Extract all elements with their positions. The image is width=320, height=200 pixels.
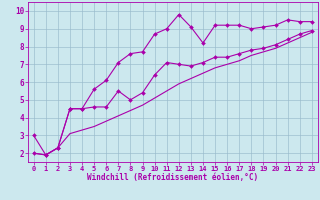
X-axis label: Windchill (Refroidissement éolien,°C): Windchill (Refroidissement éolien,°C) (87, 173, 258, 182)
